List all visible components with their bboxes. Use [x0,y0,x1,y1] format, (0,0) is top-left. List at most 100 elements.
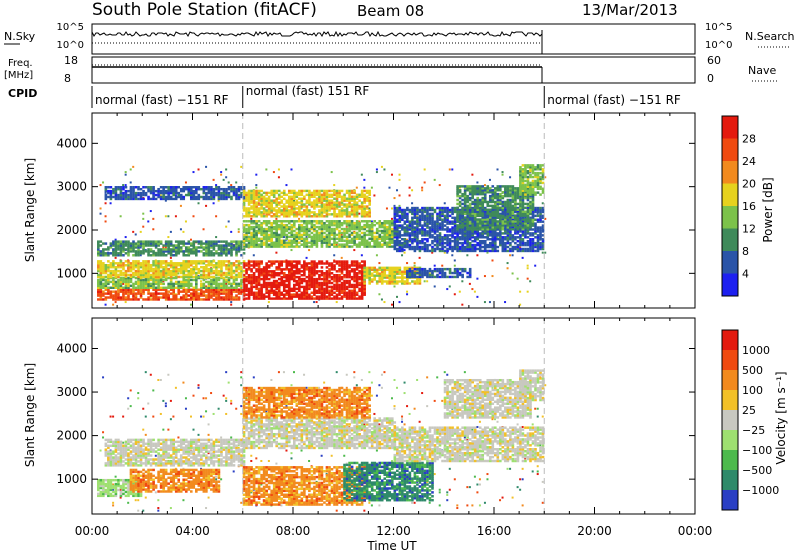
heatmap-cell [313,213,316,216]
heatmap-cell [192,250,196,253]
heatmap-cell [177,242,181,245]
heatmap-cell [99,296,103,299]
heatmap-cell [468,275,472,279]
heatmap-cell [262,203,266,206]
heatmap-cell [99,294,103,297]
heatmap-cell [340,211,344,214]
heatmap-cell [328,193,331,197]
heatmap-cell [350,205,354,208]
heatmap-cell [242,239,246,242]
heatmap-cell [456,245,459,249]
heatmap-cell [330,229,334,233]
heatmap-cell [388,239,392,242]
heatmap-cell [132,244,135,247]
heatmap-cell [471,218,474,221]
heatmap-cell [406,218,409,221]
heatmap-cell [144,278,148,282]
heatmap-cell [436,236,439,239]
heatmap-cell [179,280,183,284]
heatmap-cell [328,199,331,202]
heatmap-cell [202,292,206,295]
heatmap-cell [398,239,402,243]
heatmap-cell [360,260,364,263]
heatmap-cell [129,284,133,288]
heatmap-cell [413,270,417,273]
heatmap-cell [192,294,196,297]
heatmap-cell [385,225,389,229]
heatmap-cell [338,297,341,300]
heatmap-cell [184,187,188,191]
heatmap-cell [102,271,105,275]
heatmap-cell [172,298,175,301]
heatmap-cell [134,294,138,297]
heatmap-cell [174,191,178,195]
heatmap-cell [147,254,150,257]
heatmap-cell [169,269,173,273]
heatmap-cell [212,286,216,289]
heatmap-cell [315,189,319,193]
heatmap-cell [305,199,309,202]
heatmap-cell [338,215,341,218]
heatmap-cell [476,295,479,298]
heatmap-cell [159,278,163,282]
heatmap-cell [343,287,346,291]
heatmap-cell [205,187,208,191]
heatmap-cell [393,204,396,207]
heatmap-cell [184,254,188,257]
heatmap-cell [393,243,397,247]
heatmap-cell [401,208,404,212]
heatmap-cell [456,230,459,233]
heatmap-cell [237,267,241,271]
heatmap-cell [350,233,354,237]
heatmap-cell [456,267,459,271]
heatmap-cell [350,295,354,298]
heatmap-cell [272,285,276,289]
heatmap-cell [97,273,100,277]
heatmap-cell [232,275,236,279]
heatmap-cell [262,221,266,225]
heatmap-cell [390,239,394,242]
heatmap-cell [310,227,314,231]
heatmap-cell [267,191,271,195]
heatmap-cell [298,268,301,271]
heatmap-cell [260,241,263,244]
heatmap-cell [335,207,339,210]
heatmap-cell [456,247,459,251]
heatmap-cell [99,252,103,255]
heatmap-cell [333,264,336,267]
heatmap-cell [192,260,196,263]
heatmap-cell [360,243,364,246]
heatmap-cell [172,294,175,297]
heatmap-cell [152,242,155,245]
heatmap-cell [114,273,118,277]
heatmap-cell [343,273,346,277]
heatmap-cell [446,214,449,218]
heatmap-cell [313,203,316,206]
heatmap-cell [393,218,397,221]
heatmap-cell [446,249,449,253]
heatmap-cell [277,227,281,231]
heatmap-cell [172,189,175,193]
heatmap-cell [144,267,148,271]
heatmap-cell [456,238,459,241]
heatmap-cell [431,245,434,249]
heatmap-cell [293,191,296,195]
heatmap-cell [277,266,281,269]
heatmap-cell [353,295,356,298]
heatmap-cell [310,268,314,271]
heatmap-cell [255,211,258,214]
heatmap-cell [320,287,324,291]
heatmap-cell [277,241,281,244]
heatmap-cell [300,266,304,269]
heatmap-cell [285,220,289,223]
heatmap-cell [154,193,158,197]
heatmap-cell [129,187,133,191]
heatmap-cell [453,222,457,225]
heatmap-cell [195,292,198,295]
heatmap-cell [295,245,299,248]
heatmap-cell [242,207,246,210]
heatmap-cell [413,226,417,229]
heatmap-cell [360,193,364,197]
heatmap-cell [232,186,236,189]
heatmap-cell [378,280,382,283]
